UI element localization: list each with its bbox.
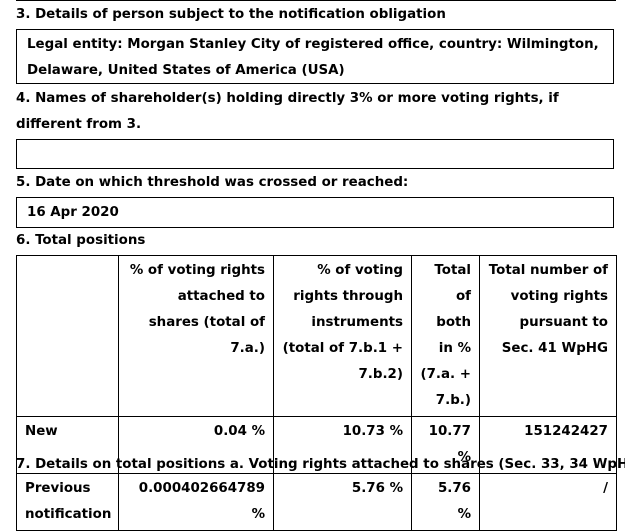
top-border-line [16,0,616,1]
section-3-content: Legal entity: Morgan Stanley City of reg… [27,37,599,78]
cell-total: 5.76 % [411,473,480,531]
header-total-both: Total of both in % (7.a. + 7.b.) [411,255,480,417]
section-4-box [16,139,614,169]
section-3-heading: 3. Details of person subject to the noti… [16,7,446,22]
table-header-row: % of voting rights attached to shares (t… [16,255,617,417]
section-5-heading: 5. Date on which threshold was crossed o… [16,175,409,190]
section-6-heading: 6. Total positions [16,233,146,248]
cell-voting-rights: / [479,473,617,531]
table-row-previous: Previous notification 0.000402664789 % 5… [16,473,617,531]
section-7-heading: 7. Details on total positions a. Voting … [16,457,625,472]
cell-shares: 0.000402664789 % [118,473,274,531]
header-voting-rights-shares: % of voting rights attached to shares (t… [118,255,274,417]
header-empty-cell [16,255,119,417]
header-total-number-voting-rights: Total number of voting rights pursuant t… [479,255,617,417]
section-4-heading: 4. Names of shareholder(s) holding direc… [16,91,559,132]
section-5-box: 16 Apr 2020 [16,197,614,228]
row-label: Previous notification [16,473,119,531]
cell-instruments: 5.76 % [273,473,412,531]
section-3-box: Legal entity: Morgan Stanley City of reg… [16,29,614,84]
section-5-date: 16 Apr 2020 [27,205,119,220]
total-positions-table: % of voting rights attached to shares (t… [16,255,617,531]
header-voting-rights-instruments: % of voting rights through instruments (… [273,255,412,417]
